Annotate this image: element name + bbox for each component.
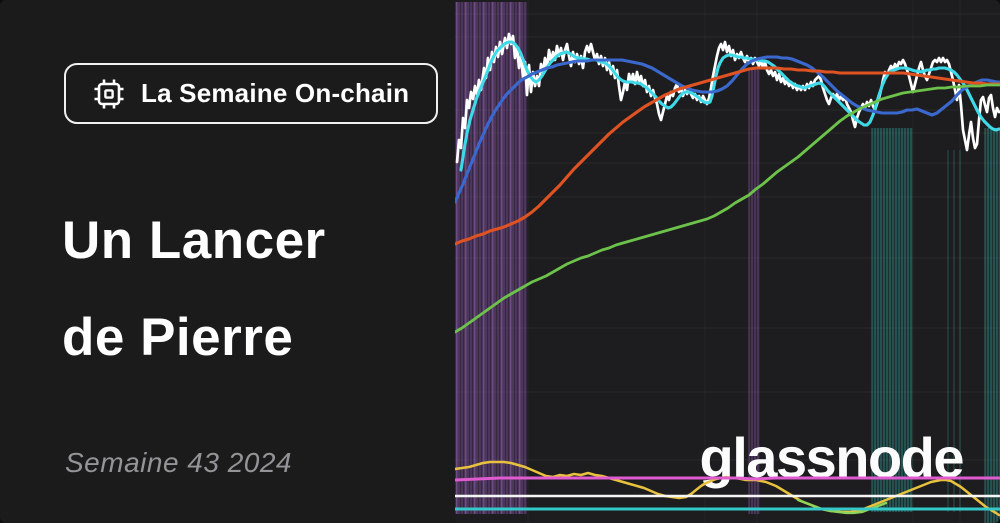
left-panel: La Semaine On-chain Un Lancer de Pierre S… bbox=[0, 0, 455, 523]
ma-blue-line bbox=[453, 55, 1000, 204]
level-magenta-line bbox=[453, 476, 1000, 482]
ma-cyan-line bbox=[459, 40, 1000, 172]
title-line-1: Un Lancer bbox=[62, 211, 326, 270]
purple-band-left-bg bbox=[455, 2, 527, 514]
ma-orange-line bbox=[453, 66, 1000, 246]
chart-series-layer bbox=[453, 32, 1000, 517]
teal-band-main bbox=[871, 128, 913, 512]
teal-band-sparse bbox=[947, 150, 961, 512]
chip-icon bbox=[94, 79, 124, 108]
series-badge: La Semaine On-chain bbox=[64, 63, 439, 124]
report-week: Semaine 43 2024 bbox=[65, 447, 293, 478]
report-title: Un Lancer de Pierre bbox=[62, 192, 326, 386]
ma-green-line bbox=[453, 83, 1000, 334]
teal-band-right-fill bbox=[985, 128, 1000, 523]
purple-band-left-bright bbox=[456, 2, 521, 514]
oscillator-yellow-line bbox=[453, 460, 1000, 517]
badge-label: La Semaine On-chain bbox=[141, 78, 410, 108]
price-white-line bbox=[455, 32, 1000, 164]
purple-band-mid bbox=[748, 68, 760, 514]
title-line-2: de Pierre bbox=[62, 308, 294, 367]
teal-band-right bbox=[984, 128, 1000, 523]
